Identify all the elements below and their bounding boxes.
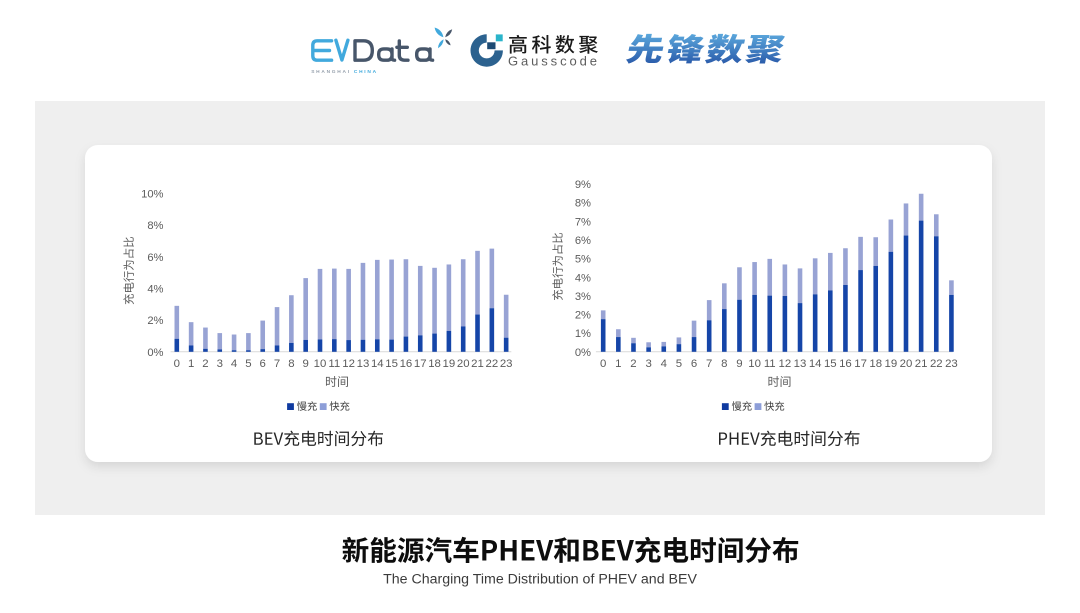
svg-text:17: 17 [854,358,867,370]
svg-text:10: 10 [314,358,327,370]
svg-text:Gausscode: Gausscode [508,53,600,68]
svg-text:9%: 9% [575,179,591,191]
svg-text:3: 3 [217,358,223,370]
svg-text:2%: 2% [147,315,163,327]
svg-text:The Charging Time Distribution: The Charging Time Distribution of PHEV a… [383,571,697,587]
svg-text:0%: 0% [147,347,163,359]
svg-text:20: 20 [900,358,913,370]
svg-text:4: 4 [661,358,667,370]
svg-text:0: 0 [600,358,606,370]
svg-text:5: 5 [245,358,251,370]
svg-text:21: 21 [471,358,484,370]
svg-text:4%: 4% [575,272,591,284]
svg-text:19: 19 [443,358,456,370]
svg-text:0: 0 [174,358,180,370]
svg-text:20: 20 [457,358,470,370]
svg-text:6: 6 [260,358,266,370]
svg-text:9: 9 [303,358,309,370]
svg-text:22: 22 [930,358,943,370]
svg-text:1: 1 [615,358,621,370]
svg-text:7: 7 [274,358,280,370]
svg-text:14: 14 [809,358,822,370]
svg-text:6%: 6% [575,235,591,247]
svg-text:3: 3 [645,358,651,370]
svg-text:5: 5 [676,358,682,370]
svg-text:6%: 6% [147,252,163,264]
svg-text:23: 23 [500,358,513,370]
svg-text:12: 12 [779,358,792,370]
svg-text:8: 8 [288,358,294,370]
svg-text:3%: 3% [575,291,591,303]
svg-text:7%: 7% [575,216,591,228]
svg-text:7: 7 [706,358,712,370]
svg-text:8%: 8% [575,198,591,210]
svg-text:5%: 5% [575,254,591,266]
svg-text:10%: 10% [141,188,163,200]
svg-text:18: 18 [428,358,441,370]
svg-text:1%: 1% [575,328,591,340]
svg-text:12: 12 [342,358,355,370]
svg-text:18: 18 [869,358,882,370]
svg-text:14: 14 [371,358,384,370]
svg-text:2: 2 [202,358,208,370]
svg-text:17: 17 [414,358,427,370]
svg-text:8: 8 [721,358,727,370]
svg-text:0%: 0% [575,347,591,359]
svg-text:SHANGHAI CHINA: SHANGHAI CHINA [311,69,378,75]
svg-text:10: 10 [748,358,761,370]
svg-text:9: 9 [736,358,742,370]
svg-text:1: 1 [188,358,194,370]
svg-text:15: 15 [385,358,398,370]
svg-text:22: 22 [486,358,499,370]
svg-text:21: 21 [915,358,928,370]
svg-text:2: 2 [630,358,636,370]
svg-text:23: 23 [945,358,958,370]
svg-text:11: 11 [764,358,776,370]
svg-text:8%: 8% [147,220,163,232]
svg-text:4%: 4% [147,284,163,296]
svg-text:13: 13 [357,358,370,370]
svg-text:19: 19 [885,358,898,370]
svg-text:16: 16 [400,358,413,370]
svg-text:13: 13 [794,358,807,370]
svg-text:15: 15 [824,358,837,370]
svg-text:11: 11 [328,358,340,370]
svg-text:4: 4 [231,358,237,370]
svg-text:2%: 2% [575,310,591,322]
svg-text:6: 6 [691,358,697,370]
svg-text:16: 16 [839,358,852,370]
